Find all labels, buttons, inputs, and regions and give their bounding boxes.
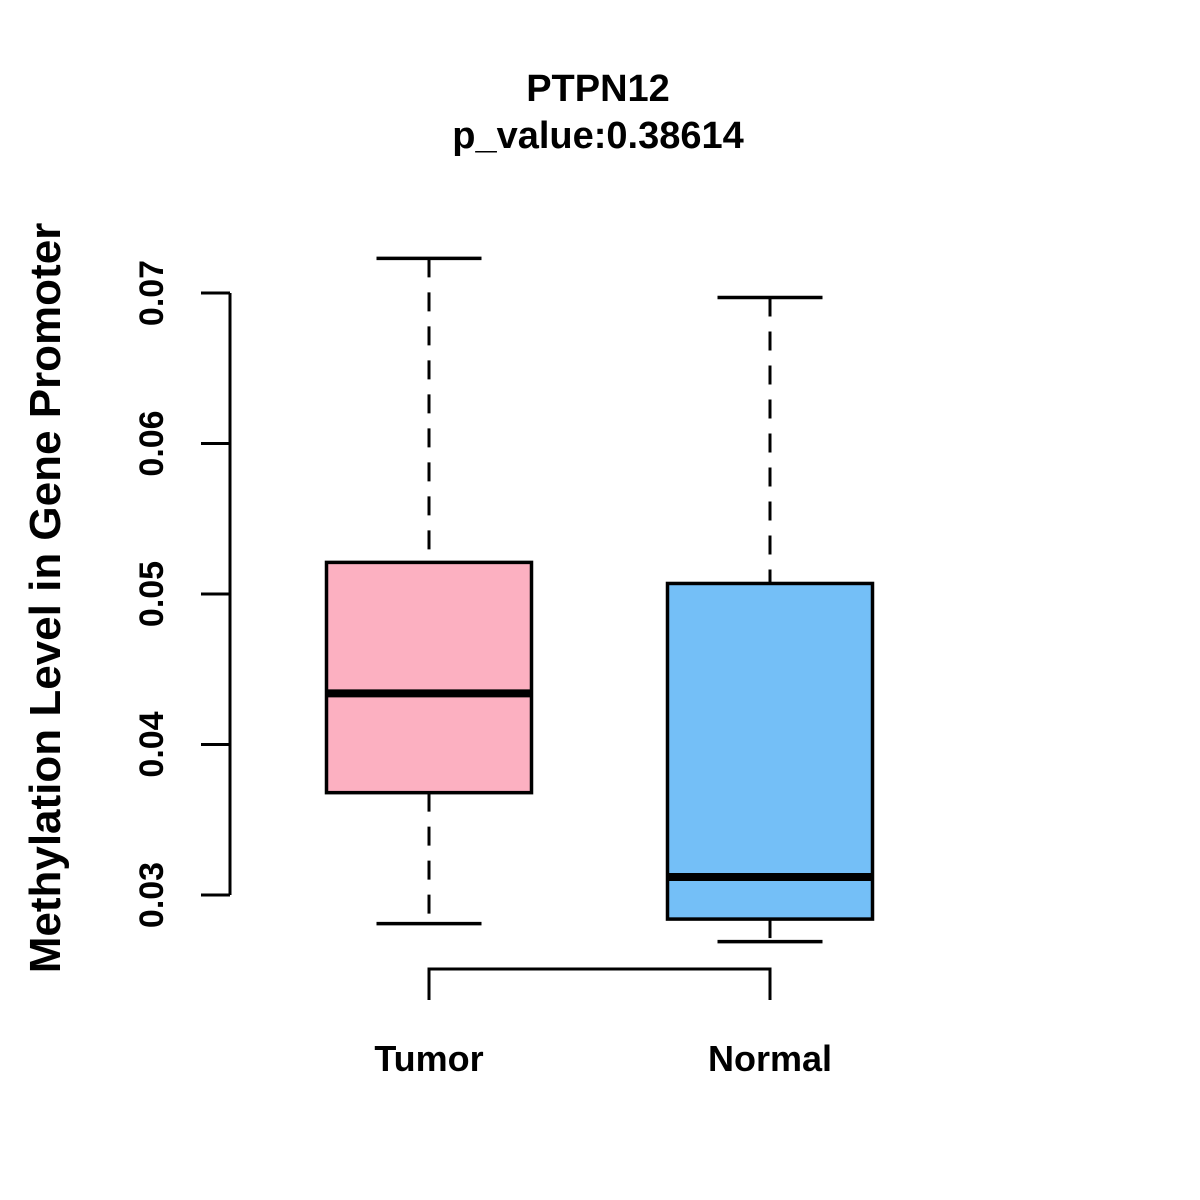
- x-category-label-normal: Normal: [707, 1038, 833, 1079]
- y-axis-tick-label: 0.07: [133, 260, 171, 326]
- comparison-bracket: [427, 967, 772, 1000]
- chart-subtitle: p_value:0.38614: [452, 115, 744, 157]
- x-category-label-tumor: Tumor: [374, 1038, 484, 1079]
- y-axis-tick-label: 0.03: [133, 862, 171, 928]
- chart-title: PTPN12: [526, 68, 670, 110]
- y-axis-tick-label: 0.04: [133, 711, 171, 777]
- chart-title-block: PTPN12 p_value:0.38614: [452, 66, 744, 160]
- normal-box: [665, 581, 875, 921]
- y-axis-tick-label: 0.05: [133, 561, 171, 627]
- y-axis-tick-label: 0.06: [133, 410, 171, 476]
- tumor-box: [324, 560, 534, 795]
